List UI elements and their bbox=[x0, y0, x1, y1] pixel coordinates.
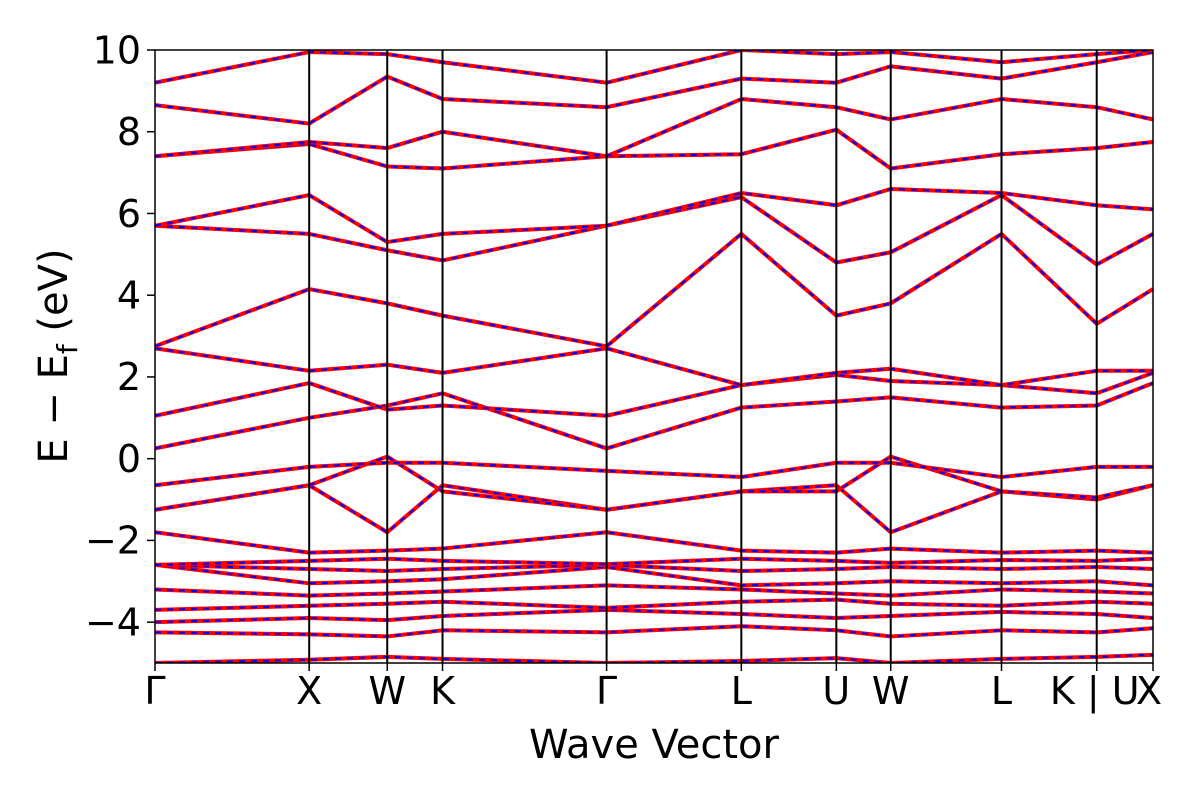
band-line-dashed bbox=[155, 232, 1153, 348]
x-axis-label: Wave Vector bbox=[529, 722, 780, 768]
x-tick-label: Γ bbox=[596, 669, 617, 713]
band-line bbox=[155, 193, 1153, 267]
y-axis-label-main: E − E bbox=[31, 354, 77, 464]
y-tick-label: −2 bbox=[85, 519, 141, 563]
y-axis-label-unit: (eV) bbox=[31, 248, 77, 344]
y-axis-label: E − Ef (eV) bbox=[31, 248, 84, 463]
y-tick-label: 4 bbox=[117, 274, 141, 318]
band-line-dashed bbox=[155, 461, 1153, 487]
y-tick-label: 10 bbox=[93, 28, 141, 72]
band-line-dashed bbox=[155, 50, 1153, 84]
band-line bbox=[155, 381, 1153, 451]
x-tick-label: Γ bbox=[144, 669, 165, 713]
y-tick-label: 2 bbox=[117, 355, 141, 399]
band-line bbox=[155, 583, 1153, 598]
band-line bbox=[155, 597, 1153, 612]
band-line-dashed bbox=[155, 193, 1153, 266]
band-line-dashed bbox=[155, 371, 1153, 417]
band-line bbox=[155, 97, 1153, 159]
band-line-dashed bbox=[155, 98, 1153, 158]
band-line-dashed bbox=[155, 625, 1153, 638]
band-line-dashed bbox=[155, 347, 1153, 387]
band-line bbox=[155, 460, 1153, 488]
band-line-dashed bbox=[155, 563, 1153, 573]
x-tick-label: K bbox=[430, 669, 456, 713]
y-tick-label: 6 bbox=[117, 192, 141, 236]
x-tick-label: W bbox=[368, 669, 406, 713]
x-tick-label: L bbox=[991, 669, 1012, 713]
bands-layer bbox=[155, 50, 1153, 663]
y-tick-label: 0 bbox=[117, 437, 141, 481]
band-line-dashed bbox=[155, 598, 1153, 611]
band-line-dashed bbox=[155, 382, 1153, 450]
x-tick-label: X bbox=[1136, 669, 1162, 713]
band-line-dashed bbox=[155, 653, 1153, 663]
band-line-dashed bbox=[155, 531, 1153, 554]
band-line-dashed bbox=[155, 608, 1153, 624]
band-line-dashed bbox=[155, 557, 1153, 566]
y-axis: −4 −2 0 2 4 6 8 10 bbox=[85, 28, 155, 644]
x-tick-label: X bbox=[296, 669, 322, 713]
band-line bbox=[155, 454, 1153, 512]
x-tick-label: U bbox=[822, 669, 850, 713]
x-tick-label: K | U bbox=[1050, 669, 1140, 714]
y-axis-label-subscript: f bbox=[51, 343, 84, 354]
y-tick-label: 8 bbox=[117, 110, 141, 154]
y-tick-label: −4 bbox=[85, 600, 141, 644]
band-line-dashed bbox=[155, 51, 1153, 125]
band-line-dashed bbox=[155, 187, 1153, 244]
plot-frame bbox=[154, 49, 1154, 664]
band-line-dashed bbox=[155, 584, 1153, 597]
band-line bbox=[155, 530, 1153, 555]
band-line bbox=[155, 346, 1153, 388]
x-tick-label: W bbox=[872, 669, 910, 713]
x-tick-label: L bbox=[731, 669, 752, 713]
band-line bbox=[155, 607, 1153, 625]
kpoint-lines-layer bbox=[308, 50, 1098, 663]
